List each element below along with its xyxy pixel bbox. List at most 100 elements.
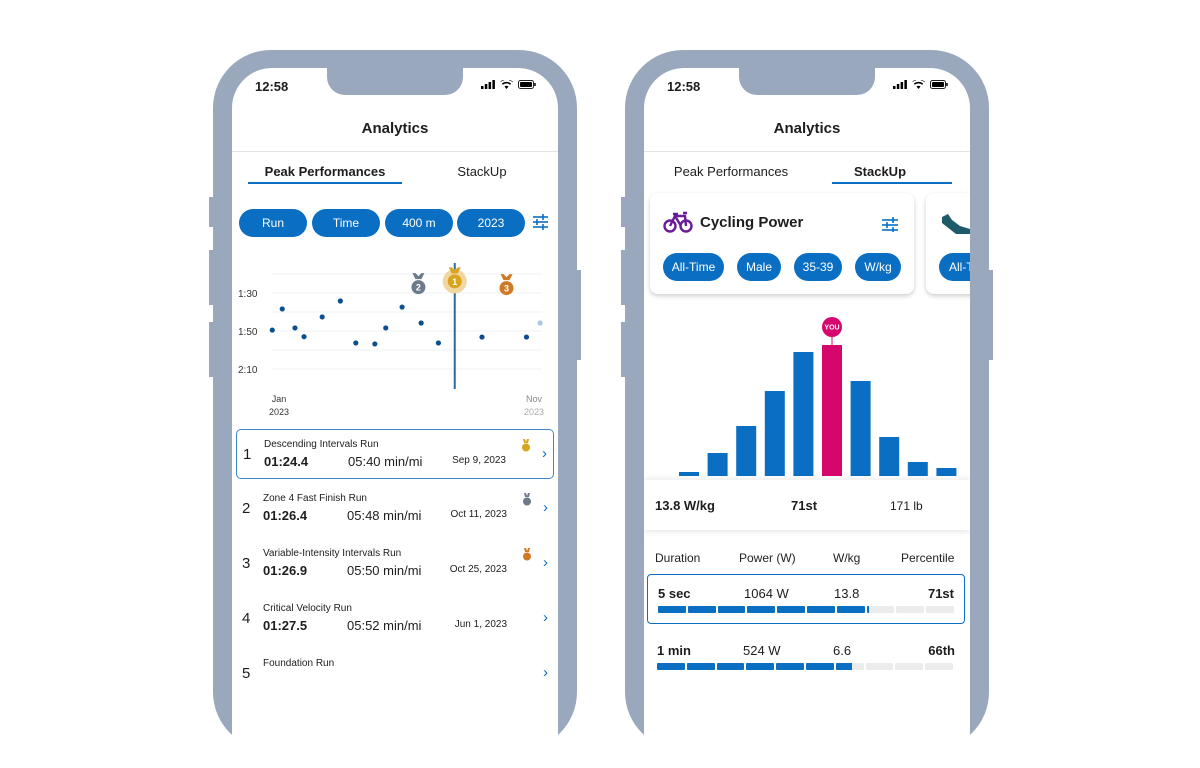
- summary-row: 13.8 W/kg 71st 171 lb: [644, 480, 970, 530]
- status-icons: [893, 80, 948, 89]
- data-point[interactable]: [292, 325, 298, 331]
- data-point[interactable]: [319, 314, 325, 320]
- data-point[interactable]: [337, 298, 343, 304]
- histogram-bar[interactable]: [936, 468, 957, 476]
- page-title: Analytics: [361, 120, 429, 137]
- list-item[interactable]: 5 Foundation Run ›: [236, 649, 554, 699]
- data-point[interactable]: [435, 340, 442, 346]
- workout-name: Variable-Intensity Intervals Run: [263, 548, 402, 559]
- tab-underline: [248, 182, 402, 184]
- chevron-right-icon[interactable]: ›: [543, 664, 548, 681]
- data-point[interactable]: [479, 334, 485, 340]
- chevron-right-icon[interactable]: ›: [543, 499, 548, 516]
- data-point[interactable]: [537, 320, 543, 326]
- workout-name: Critical Velocity Run: [263, 603, 352, 614]
- header-percentile: Percentile: [901, 551, 955, 565]
- side-button: [209, 322, 213, 377]
- tab-stackup[interactable]: StackUp: [853, 164, 907, 179]
- summary-wkg: 13.8 W/kg: [655, 498, 715, 513]
- progress-segment: [836, 606, 865, 613]
- y-tick-label: 2:10: [238, 365, 258, 376]
- screen: 12:58 Analytics Peak Performances StackU…: [232, 68, 558, 768]
- duration-row[interactable]: 1 min 524 W 6.6 66th: [647, 632, 965, 682]
- medal-icon: [522, 439, 530, 452]
- divider: [232, 151, 558, 152]
- histogram-bar[interactable]: [679, 472, 699, 476]
- header-duration: Duration: [655, 551, 701, 565]
- rank: 3: [242, 555, 251, 572]
- chip-gender[interactable]: Male: [737, 253, 781, 281]
- data-point[interactable]: [269, 327, 275, 333]
- chip-sport[interactable]: Run: [239, 209, 307, 237]
- data-point[interactable]: [399, 304, 405, 310]
- tab-peak-performances[interactable]: Peak Performances: [673, 164, 789, 179]
- chevron-right-icon[interactable]: ›: [542, 445, 547, 462]
- chip-year[interactable]: 2023: [457, 209, 525, 237]
- chip-period[interactable]: All-T: [939, 253, 970, 281]
- progress-segment: [835, 663, 864, 670]
- cycling-power-card[interactable]: Cycling Power All-Time Male 35-39 W/kg: [650, 193, 914, 294]
- data-point[interactable]: [353, 340, 359, 346]
- medal-marker[interactable]: 3: [499, 274, 514, 296]
- data-point[interactable]: [279, 306, 285, 312]
- progress-segment: [776, 663, 804, 670]
- side-button: [621, 197, 625, 227]
- histogram-bar[interactable]: [764, 391, 785, 476]
- medal-ribbon: [412, 273, 425, 280]
- chip-distance[interactable]: 400 m: [385, 209, 453, 237]
- bicycle-icon: [663, 211, 693, 233]
- histogram-bar[interactable]: [736, 426, 757, 476]
- histogram-bar[interactable]: [907, 462, 928, 476]
- histogram-bar[interactable]: [850, 381, 871, 476]
- data-point[interactable]: [383, 325, 389, 331]
- progress-segment: [747, 606, 776, 613]
- medal-icon: [447, 274, 462, 289]
- list-item[interactable]: 2 Zone 4 Fast Finish Run 01:26.4 05:48 m…: [236, 484, 554, 534]
- chip-unit[interactable]: W/kg: [855, 253, 901, 281]
- rank: 5: [242, 665, 251, 682]
- summary-percentile: 71st: [791, 498, 818, 513]
- tab-stackup[interactable]: StackUp: [457, 164, 507, 179]
- battery-icon: [930, 80, 948, 89]
- chip-metric[interactable]: Time: [312, 209, 380, 237]
- progress-segment: [746, 663, 775, 670]
- you-bar[interactable]: [822, 345, 842, 476]
- tab-peak-performances[interactable]: Peak Performances: [264, 164, 386, 179]
- data-point[interactable]: [418, 320, 424, 326]
- duration: 1 min: [657, 643, 691, 658]
- duration-row[interactable]: 5 sec 1064 W 13.8 71st: [647, 574, 965, 624]
- sliders-icon[interactable]: [532, 214, 549, 230]
- x-tick-label: Jan: [272, 394, 287, 404]
- scatter-chart[interactable]: 1:30 1:50 2:10 Jan 2023 Nov 2023 2 1 3: [232, 250, 558, 422]
- list-item[interactable]: 3 Variable-Intensity Intervals Run 01:26…: [236, 539, 554, 589]
- data-point[interactable]: [301, 334, 307, 340]
- shoe-icon: [942, 214, 970, 234]
- medal-marker[interactable]: 2: [411, 273, 426, 295]
- progress-segment: [657, 663, 685, 670]
- chevron-right-icon[interactable]: ›: [543, 554, 548, 571]
- list-item[interactable]: 1 Descending Intervals Run 01:24.4 05:40…: [236, 429, 554, 479]
- list-item[interactable]: 4 Critical Velocity Run 01:27.5 05:52 mi…: [236, 594, 554, 644]
- sliders-icon[interactable]: [882, 217, 898, 232]
- histogram-bar[interactable]: [707, 453, 728, 476]
- medal-marker[interactable]: 1: [442, 267, 467, 294]
- medal-icon: [499, 281, 514, 296]
- workout-name: Descending Intervals Run: [264, 439, 379, 450]
- histogram-bar[interactable]: [793, 352, 814, 476]
- chip-period[interactable]: All-Time: [663, 253, 724, 281]
- data-point[interactable]: [372, 341, 378, 347]
- histogram-chart: YOU: [679, 317, 957, 476]
- next-card[interactable]: All-T: [926, 193, 970, 294]
- medal-icon: [523, 493, 531, 506]
- percentile: 71st: [927, 586, 954, 601]
- chevron-right-icon[interactable]: ›: [543, 609, 548, 626]
- data-point[interactable]: [523, 334, 530, 340]
- workout-name: Foundation Run: [263, 658, 335, 669]
- workout-pace: 05:50 min/mi: [347, 563, 422, 578]
- x-tick-year: 2023: [524, 407, 544, 417]
- summary-weight: 171 lb: [890, 499, 923, 513]
- histogram-bar[interactable]: [879, 437, 900, 476]
- you-label: YOU: [824, 325, 839, 332]
- notch: [739, 68, 875, 95]
- chip-age[interactable]: 35-39: [794, 253, 842, 281]
